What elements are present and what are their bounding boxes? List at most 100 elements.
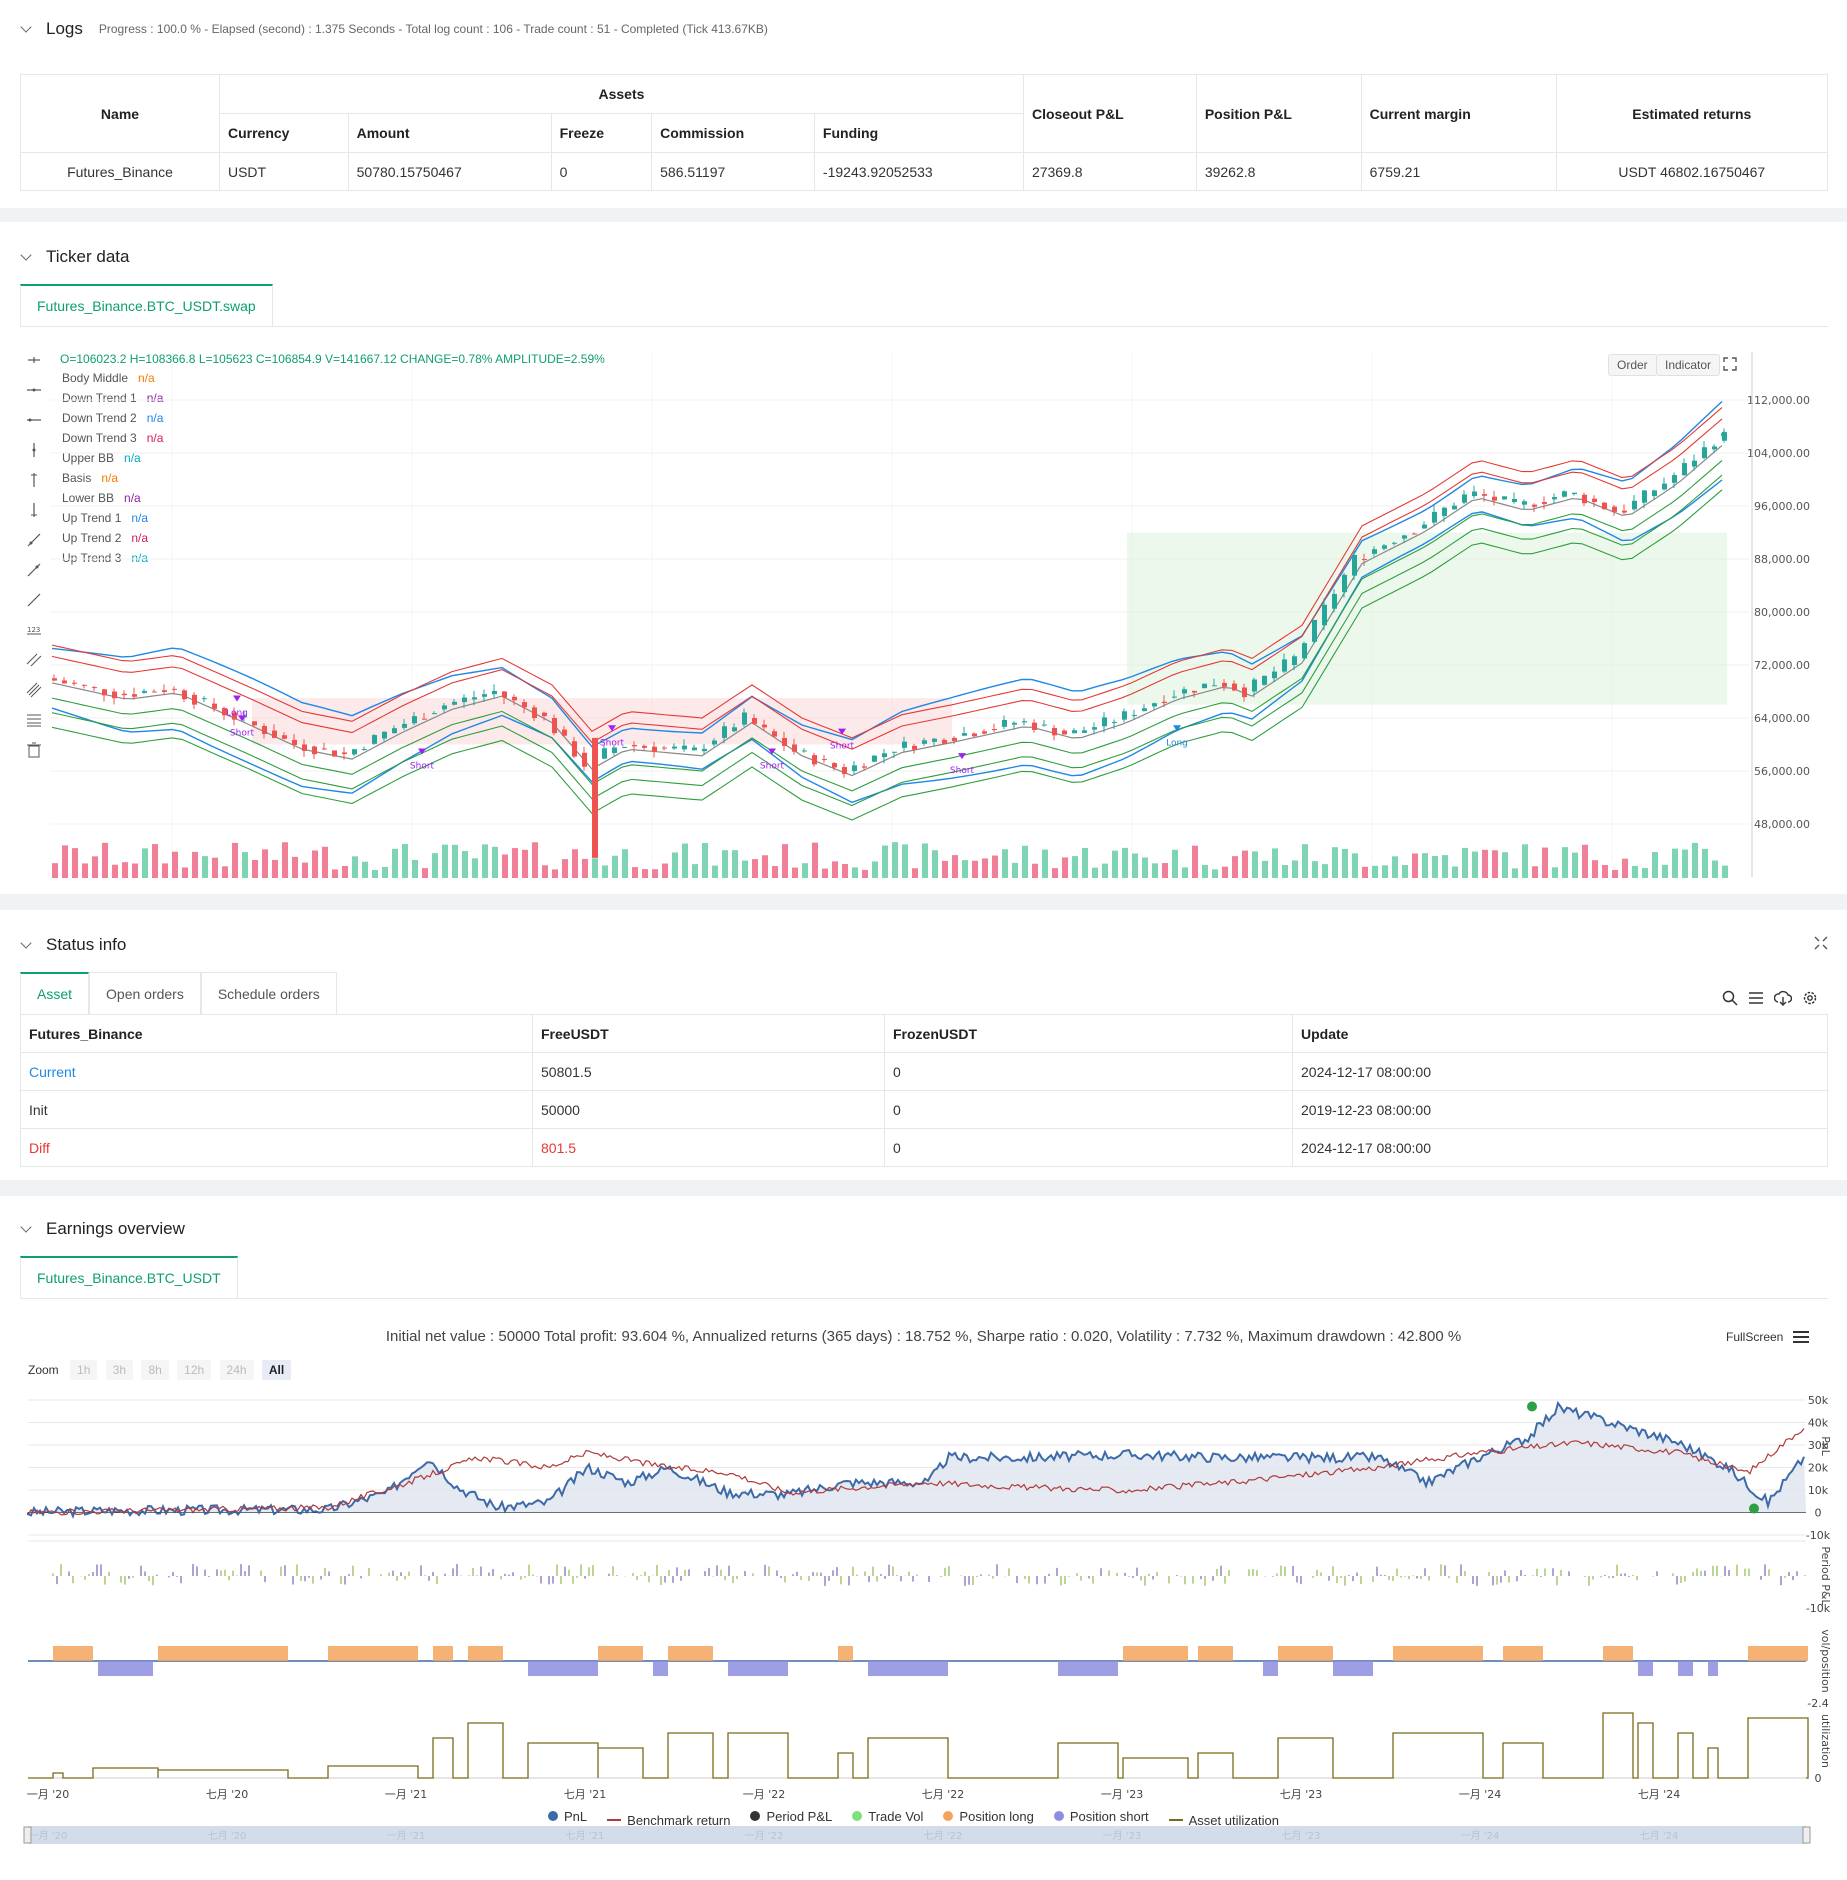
chevron-down-icon[interactable] xyxy=(20,1222,34,1236)
zoom-all[interactable]: All xyxy=(261,1360,292,1380)
zoom-3h[interactable]: 3h xyxy=(105,1360,134,1380)
arrow-line-icon[interactable] xyxy=(26,592,42,608)
candle-body xyxy=(152,691,157,693)
search-icon[interactable] xyxy=(1722,990,1738,1006)
list-icon[interactable] xyxy=(1748,990,1764,1006)
volume-bar xyxy=(1462,847,1468,878)
legend-item[interactable]: Trade Vol xyxy=(852,1809,923,1824)
pnl-area xyxy=(28,1403,1806,1517)
legend-item[interactable]: Down Trend 1 n/a xyxy=(62,388,163,408)
fullscreen-button[interactable]: FullScreen xyxy=(1726,1330,1810,1344)
volume-bar xyxy=(1692,842,1698,878)
candle-body xyxy=(1282,659,1287,672)
fib-channel-icon[interactable] xyxy=(26,682,42,698)
chevron-down-icon[interactable] xyxy=(20,938,34,952)
x-tick-label: 一月 '21 xyxy=(385,1788,428,1801)
legend-item[interactable]: Position long xyxy=(943,1809,1034,1824)
legend-item[interactable]: Down Trend 3 n/a xyxy=(62,428,163,448)
volume-bar xyxy=(822,868,828,878)
price-label-icon[interactable]: 123 xyxy=(26,622,42,638)
legend-item[interactable]: Basis n/a xyxy=(62,468,163,488)
position-long-bar xyxy=(158,1646,288,1661)
volume-bar xyxy=(1352,853,1358,878)
candlestick-chart[interactable]: 112,000.00 104,000.00 96,000.00 88,000.00 80… xyxy=(50,342,1840,882)
col-update: Update xyxy=(1292,1014,1828,1053)
legend-item[interactable]: Period P&L xyxy=(750,1809,832,1824)
signal-label: Short xyxy=(760,761,785,771)
row-label-current[interactable]: Current xyxy=(20,1052,533,1091)
tab-btc-swap[interactable]: Futures_Binance.BTC_USDT.swap xyxy=(20,284,273,326)
legend-item[interactable]: Up Trend 1 n/a xyxy=(62,508,163,528)
zoom-1h[interactable]: 1h xyxy=(70,1360,98,1380)
candle-body xyxy=(72,682,77,684)
cloud-download-icon[interactable] xyxy=(1774,990,1792,1006)
earnings-chart[interactable]: 50k 40k 30k 20k 10k 0 -10k -10k -2.4 0 PnL Period P… xyxy=(0,1386,1847,1880)
candle-body xyxy=(1122,711,1127,720)
trash-icon[interactable] xyxy=(26,742,42,758)
zoom-12h[interactable]: 12h xyxy=(177,1360,212,1380)
zoom-bar: Zoom 1h 3h 8h 12h 24h All xyxy=(28,1360,296,1380)
volume-bar xyxy=(1432,855,1438,878)
segment-icon[interactable] xyxy=(26,562,42,578)
tab-open-orders[interactable]: Open orders xyxy=(89,972,201,1014)
legend-item[interactable]: PnL xyxy=(548,1809,587,1824)
pnl-tick-label: 30k xyxy=(1808,1439,1829,1452)
candle-body xyxy=(982,731,987,734)
earnings-header[interactable]: Earnings overview xyxy=(20,1214,185,1244)
expand-icon[interactable] xyxy=(1723,357,1737,371)
volume-bar xyxy=(972,860,978,878)
chevron-down-icon[interactable] xyxy=(20,22,34,36)
candle-body xyxy=(1692,460,1697,467)
logs-header[interactable]: Logs Progress : 100.0 % - Elapsed (secon… xyxy=(20,14,768,44)
tab-btc-usdt[interactable]: Futures_Binance.BTC_USDT xyxy=(20,1256,238,1298)
gear-icon[interactable] xyxy=(1802,990,1818,1006)
trend-line-icon[interactable] xyxy=(26,532,42,548)
axis-name: Period P&L xyxy=(1819,1546,1832,1606)
volume-bar xyxy=(1562,847,1568,878)
legend-item[interactable]: Asset utilization xyxy=(1168,1813,1279,1828)
legend-item[interactable]: Up Trend 3 n/a xyxy=(62,548,163,568)
legend-item[interactable]: Down Trend 2 n/a xyxy=(62,408,163,428)
earnings-legend: PnL Benchmark return Period P&L Trade Vol Po… xyxy=(0,1808,1847,1828)
volume-bar xyxy=(802,863,808,878)
legend-item[interactable]: Up Trend 2 n/a xyxy=(62,528,163,548)
volume-bar xyxy=(662,863,668,878)
vertical-line-icon[interactable] xyxy=(26,442,42,458)
collapse-icon[interactable] xyxy=(1814,936,1828,950)
candle-body xyxy=(262,725,267,734)
legend-item[interactable]: Position short xyxy=(1053,1809,1149,1824)
legend-item[interactable]: Benchmark return xyxy=(607,1813,730,1828)
signal-label: Short xyxy=(230,728,255,738)
indicator-button[interactable]: Indicator xyxy=(1656,354,1721,376)
fib-retracement-icon[interactable] xyxy=(26,712,42,728)
legend-item[interactable]: Body Middle n/a xyxy=(62,368,163,388)
legend-item[interactable]: Upper BB n/a xyxy=(62,448,163,468)
zoom-24h[interactable]: 24h xyxy=(219,1360,254,1380)
cell-funding: -19243.92052533 xyxy=(813,152,1024,191)
legend-item[interactable]: Lower BB n/a xyxy=(62,488,163,508)
tab-asset[interactable]: Asset xyxy=(20,972,90,1014)
candle-body xyxy=(1232,683,1237,691)
channel-icon[interactable] xyxy=(26,502,42,518)
candle-body xyxy=(1352,555,1357,576)
zoom-8h[interactable]: 8h xyxy=(141,1360,169,1380)
chevron-down-icon[interactable] xyxy=(20,250,34,264)
volume-bar xyxy=(1722,865,1728,878)
parallel-channel-icon[interactable] xyxy=(26,652,42,668)
price-range-icon[interactable] xyxy=(26,472,42,488)
status-header[interactable]: Status info xyxy=(20,930,126,960)
order-button[interactable]: Order xyxy=(1608,354,1657,376)
crosshair-icon[interactable] xyxy=(26,352,42,368)
tab-schedule-orders[interactable]: Schedule orders xyxy=(200,972,337,1014)
candle-body xyxy=(422,718,427,720)
horizontal-line-icon[interactable] xyxy=(26,382,42,398)
ray-icon[interactable] xyxy=(26,412,42,428)
volume-bar xyxy=(1712,860,1718,878)
candle-body xyxy=(1102,717,1107,727)
ticker-header[interactable]: Ticker data xyxy=(20,242,129,272)
volume-bar xyxy=(1442,855,1448,878)
volume-bar xyxy=(692,864,698,878)
legend-marker xyxy=(1053,1811,1064,1821)
ticker-title: Ticker data xyxy=(46,247,130,266)
candle-body xyxy=(1202,683,1207,689)
